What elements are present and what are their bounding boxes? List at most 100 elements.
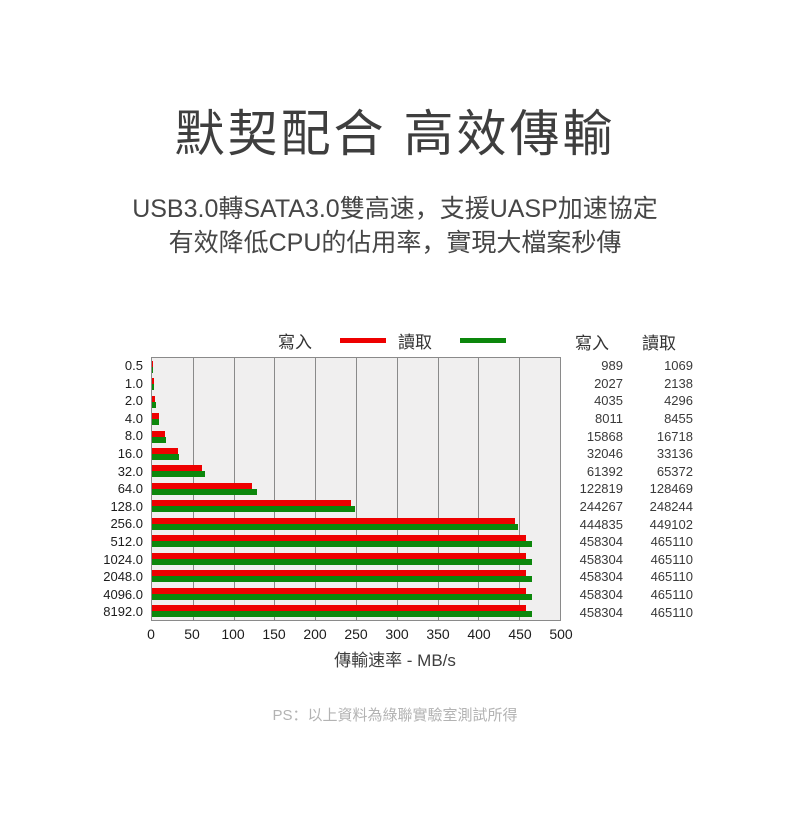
bar-row [152, 445, 560, 462]
read-value: 248244 [649, 499, 693, 515]
table-row: 15868 16718 [561, 427, 701, 445]
gridline [396, 358, 398, 620]
write-value: 15868 [586, 428, 623, 444]
x-axis-tick-label: 400 [467, 626, 491, 642]
x-axis-tick-label: 350 [426, 626, 450, 642]
write-value: 32046 [586, 446, 623, 462]
read-column-header: 讀取 [642, 334, 676, 353]
y-axis-label: 16.0 [117, 445, 143, 461]
footnote: PS：以上資料為綠聯實驗室測試所得 [272, 707, 518, 724]
table-row: 458304 465110 [561, 603, 701, 621]
read-bar [152, 611, 532, 618]
table-row: 444835 449102 [561, 515, 701, 533]
bar-row [152, 428, 560, 445]
write-bar [152, 413, 159, 420]
y-axis-label: 256.0 [110, 516, 143, 532]
write-value: 989 [601, 358, 623, 374]
legend-write-label: 寫入 [278, 333, 312, 352]
bar-row [152, 585, 560, 602]
write-value: 458304 [579, 587, 623, 603]
read-bar [152, 558, 532, 565]
write-bar [152, 605, 526, 612]
gridline [315, 358, 317, 620]
y-axis-label: 8192.0 [103, 604, 143, 620]
y-axis-labels: 0.5 1.0 2.0 4.0 8.0 16.0 32.0 64.0 128.0 256.0 512… [0, 357, 143, 621]
x-axis-tick-label: 50 [184, 626, 200, 642]
x-axis-tick-label: 200 [303, 626, 327, 642]
table-row: 989 1069 [561, 357, 701, 375]
read-bar [152, 523, 519, 530]
write-bar [152, 430, 165, 437]
read-value: 465110 [650, 604, 693, 620]
table-row: 458304 465110 [561, 568, 701, 586]
legend-read-label: 讀取 [398, 333, 432, 352]
read-bar [152, 401, 156, 408]
y-axis-label: 128.0 [110, 498, 143, 514]
read-color-swatch [460, 338, 506, 343]
gridline [478, 358, 480, 620]
y-axis-label: 1.0 [124, 375, 143, 391]
bar-row [152, 375, 560, 392]
bar-row [152, 358, 560, 375]
bar-row [152, 463, 560, 480]
write-bar [152, 552, 526, 559]
read-value: 465110 [650, 587, 693, 603]
bar-row [152, 498, 560, 515]
write-color-swatch [340, 338, 386, 343]
read-bar [152, 366, 153, 373]
read-value: 465110 [650, 534, 693, 550]
read-bar [152, 593, 532, 600]
plot-area [151, 357, 561, 621]
y-axis-label: 4096.0 [103, 586, 143, 602]
read-value: 8455 [664, 411, 693, 427]
x-axis-tick-label: 500 [549, 626, 573, 642]
read-value: 65372 [656, 463, 693, 479]
table-row: 4035 4296 [561, 392, 701, 410]
read-bar [152, 436, 166, 443]
write-bar [152, 465, 203, 472]
write-value: 4035 [594, 393, 623, 409]
read-bar [152, 453, 180, 460]
read-value: 2138 [664, 375, 693, 391]
write-bar [152, 535, 526, 542]
x-axis-tick-label: 100 [221, 626, 245, 642]
table-row: 8011 8455 [561, 410, 701, 428]
gridline [356, 358, 357, 620]
y-axis-label: 8.0 [124, 428, 143, 444]
table-row: 458304 465110 [561, 533, 701, 551]
write-bar [152, 378, 154, 385]
read-bar [152, 384, 154, 391]
read-value: 4296 [664, 393, 693, 409]
gridline [274, 358, 276, 620]
write-bar [152, 447, 179, 454]
table-row: 2027 2138 [561, 375, 701, 393]
gridline [437, 358, 439, 620]
y-axis-label: 1024.0 [103, 551, 143, 567]
write-bar [152, 517, 515, 524]
write-value: 458304 [579, 604, 623, 620]
read-value: 1069 [664, 358, 693, 374]
write-bar [152, 570, 526, 577]
read-bar [152, 506, 355, 513]
write-bar [152, 482, 253, 489]
write-value: 2027 [594, 375, 623, 391]
write-bar [152, 500, 352, 507]
x-axis-tick-label: 450 [508, 626, 532, 642]
y-axis-label: 32.0 [117, 463, 143, 479]
read-bar [152, 576, 532, 583]
read-value: 449102 [649, 516, 693, 532]
y-axis-label: 2048.0 [103, 569, 143, 585]
y-axis-label: 4.0 [124, 410, 143, 426]
bar-row [152, 602, 560, 619]
write-bar [152, 587, 526, 594]
write-value: 61392 [586, 463, 623, 479]
data-table-header: 寫入 讀取 [561, 329, 701, 354]
write-bar [152, 395, 156, 402]
bar-row [152, 550, 560, 567]
table-row: 61392 65372 [561, 463, 701, 481]
gridline [519, 358, 521, 620]
read-value: 465110 [650, 569, 693, 585]
y-axis-label: 0.5 [124, 358, 143, 373]
read-value: 16718 [656, 428, 693, 444]
